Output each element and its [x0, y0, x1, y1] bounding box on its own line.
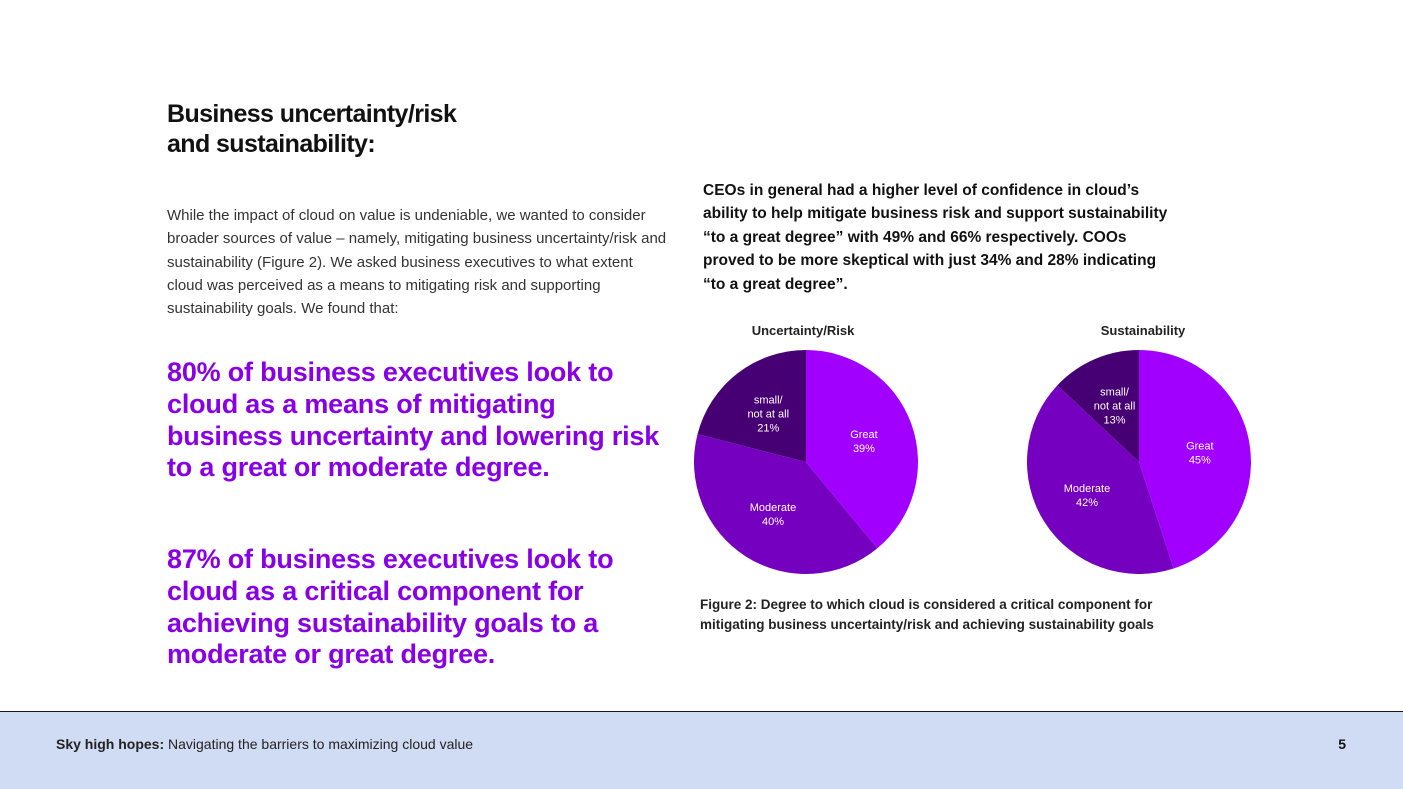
pie-slice-label: small/not at all 21% [747, 394, 789, 434]
section-title: Business uncertainty/risk and sustainabi… [167, 99, 587, 159]
figure-caption-line1: Figure 2: Degree to which cloud is consi… [700, 597, 1153, 612]
pie-chart-uncertainty: Great 39% Moderate 40% small/not at all 21% [694, 350, 918, 574]
pie-slice-label: Moderate 42% [1064, 483, 1110, 509]
figure-caption-line2: mitigating business uncertainty/risk and… [700, 617, 1154, 632]
figure-caption: Figure 2: Degree to which cloud is consi… [700, 595, 1260, 635]
ceo-confidence-text: CEOs in general had a higher level of co… [703, 182, 1168, 293]
footer-title-rest: Navigating the barriers to maximizing cl… [164, 736, 474, 752]
footer-title-bold: Sky high hopes: [56, 736, 165, 752]
section-title-line1: Business uncertainty/risk [167, 100, 457, 128]
stat-risk: 80% of business executives look to cloud… [167, 357, 660, 483]
chart-title-uncertainty: Uncertainty/Risk [751, 323, 855, 338]
stat-sustainability: 87% of business executives look to cloud… [167, 544, 614, 670]
footer: Sky high hopes: Navigating the barriers … [0, 711, 1403, 789]
pie-slice-label: Moderate 40% [750, 502, 796, 528]
section-title-line2: and sustainability: [167, 130, 376, 158]
footer-title: Sky high hopes: Navigating the barriers … [56, 736, 473, 752]
pie-slice-great [806, 350, 918, 549]
intro-paragraph: While the impact of cloud on value is un… [167, 207, 667, 318]
chart-title-sustainability: Sustainability [1100, 323, 1186, 338]
pie-chart-sustainability: Great 45% Moderate 42% small/not at all 13% [1027, 350, 1251, 574]
pie-slice-small [697, 350, 806, 462]
pie-slice-moderate [694, 434, 878, 574]
pie-slice-label: Great 39% [850, 429, 878, 455]
pie-slice-great [1139, 350, 1251, 569]
pie-slice-label: Great 45% [1186, 440, 1214, 466]
pie-slice-moderate [1027, 385, 1174, 574]
pie-slice-label: small/not at all 13% [1094, 386, 1136, 426]
page-number: 5 [1338, 736, 1346, 752]
pie-slice-small [1057, 350, 1139, 462]
